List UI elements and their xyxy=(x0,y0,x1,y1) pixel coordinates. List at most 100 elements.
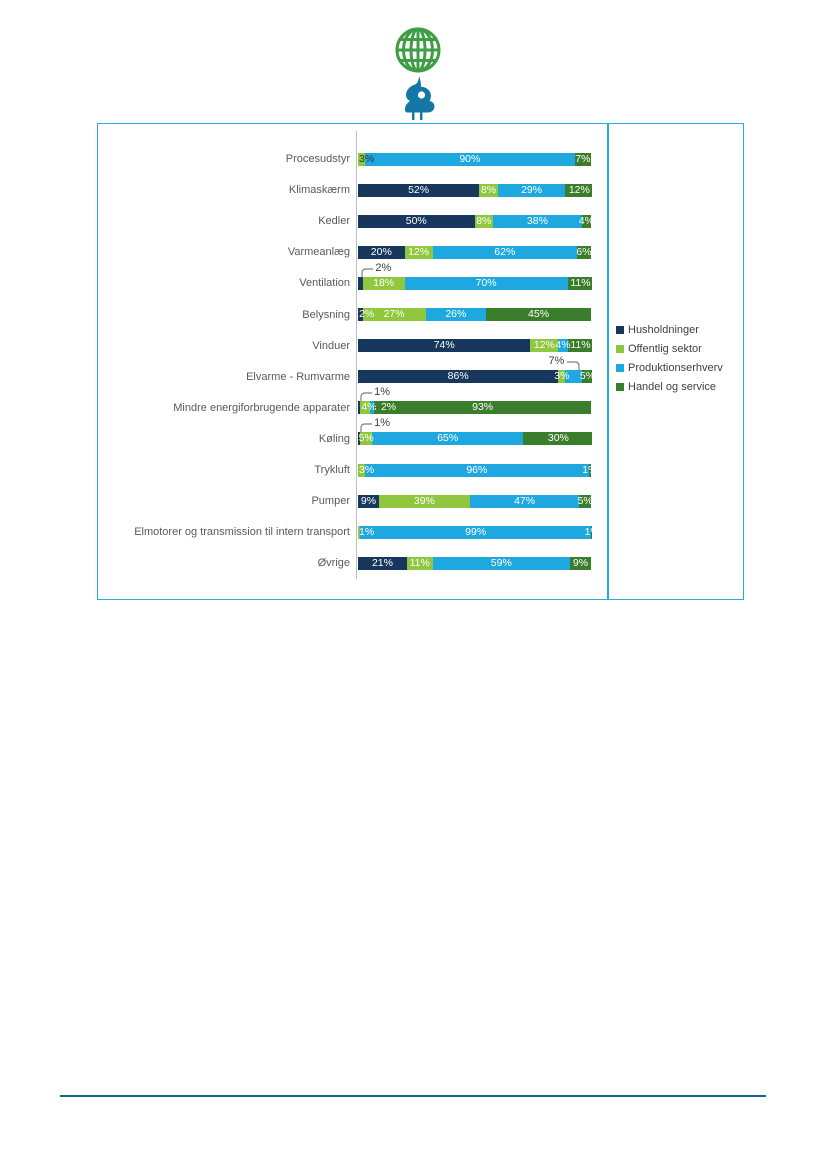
bar-value-label: 8% xyxy=(476,214,492,227)
callout-value-label: 1% xyxy=(374,386,391,399)
category-label: Trykluft xyxy=(314,464,350,476)
bar-segment-offentlig-sektor xyxy=(358,463,365,477)
bar-segment-offentlig-sektor xyxy=(406,556,433,570)
category-label: Varmeanlæg xyxy=(287,246,350,259)
bar-value-label: 4% xyxy=(361,401,377,414)
bar-value-label: 21% xyxy=(371,556,393,569)
legend-divider xyxy=(607,124,609,599)
bar-value-label: 86% xyxy=(447,370,469,383)
bar-segment-produktionserhverv xyxy=(493,214,582,228)
bar-value-label: 20% xyxy=(370,245,392,258)
bar-value-label: 4% xyxy=(555,339,571,352)
callout-value-label: 1% xyxy=(374,417,391,430)
bar-segment-handel-og-service xyxy=(567,339,592,353)
legend-label: Produktionserhverv xyxy=(628,361,723,374)
bar-value-label: 74% xyxy=(433,339,455,352)
bar-value-label: 99% xyxy=(465,525,487,538)
bar-segment-produktionserhverv xyxy=(364,152,575,166)
bar-value-label: 1% xyxy=(582,463,592,476)
bar-segment-offentlig-sektor xyxy=(362,276,405,290)
bar-value-label: 18% xyxy=(373,276,395,289)
bar-segment-offentlig-sektor xyxy=(360,432,372,446)
bar-value-label: 12% xyxy=(568,183,590,196)
bar-segment-produktionserhverv xyxy=(404,276,568,290)
legend-item: Produktionserhverv xyxy=(616,361,741,374)
callout-leader-line xyxy=(360,423,373,433)
bar-value-label: 65% xyxy=(437,432,459,445)
bar-segment-offentlig-sektor xyxy=(358,152,365,166)
bar-value-label: 11% xyxy=(570,276,591,289)
bar-segment-handel-og-service xyxy=(588,463,591,477)
bar-segment-offentlig-sektor xyxy=(530,339,559,353)
bar-value-label: 50% xyxy=(405,214,427,227)
bar-segment-offentlig-sektor xyxy=(479,183,498,197)
category-label: Klimaskærm xyxy=(288,184,350,197)
bar-segment-handel-og-service xyxy=(581,214,591,228)
bar-segment-produktionserhverv xyxy=(369,401,375,415)
bar-value-label: 52% xyxy=(408,183,430,196)
bar-segment-produktionserhverv xyxy=(425,308,487,321)
callout-leader-line xyxy=(361,268,374,278)
bar-segment-offentlig-sektor xyxy=(378,494,470,508)
category-label: Procesudstyr xyxy=(285,153,350,165)
bar-segment-husholdninger xyxy=(358,214,475,228)
plot-area: 3% 90% 7% 52% 8% 29% 12% 50% 8% 38% 4% 20% 12% 62% 6% 1… xyxy=(358,124,592,599)
bar-value-label: 1% xyxy=(584,525,592,538)
category-axis: Procesudstyr Klimaskærm Kedler Varmeanlæg Ve… xyxy=(98,124,350,599)
category-label: Pumper xyxy=(311,495,350,508)
legend-label: Husholdninger xyxy=(628,323,699,336)
chart-frame: Procesudstyr Klimaskærm Kedler Varmeanlæg Ve… xyxy=(97,123,744,600)
bar-value-label: 8% xyxy=(480,183,497,196)
legend-item: Husholdninger xyxy=(616,323,741,336)
legend-swatch xyxy=(616,325,624,334)
bar-value-label: 7% xyxy=(575,152,591,165)
bar-value-label: 59% xyxy=(490,556,512,569)
bar-segment-husholdninger xyxy=(358,276,363,290)
bar-segment-husholdninger xyxy=(358,432,361,446)
bar-segment-offentlig-sektor xyxy=(358,525,361,539)
bar-segment-husholdninger xyxy=(358,370,559,384)
bar-segment-produktionserhverv xyxy=(360,525,591,539)
category-label: Elvarme - Rumvarme xyxy=(246,370,350,383)
category-label: Mindre energiforbrugende apparater xyxy=(173,401,350,414)
bar-segment-produktionserhverv xyxy=(432,556,571,570)
callout-leader-dash xyxy=(373,406,380,409)
callout-value-label: 2% xyxy=(375,261,392,274)
bar-value-label: 11% xyxy=(570,339,591,352)
category-label: Elmotorer og transmission til intern tra… xyxy=(134,526,350,539)
legend-swatch xyxy=(616,363,624,372)
bar-value-label: 26% xyxy=(445,308,467,320)
bar-segment-husholdninger xyxy=(358,401,361,415)
bar-segment-husholdninger xyxy=(358,183,480,197)
bar-value-label: 5% xyxy=(579,370,592,383)
category-label: Vinduer xyxy=(312,339,350,352)
footer-rule xyxy=(60,1095,766,1097)
bar-segment-handel-og-service xyxy=(565,183,592,197)
bar-value-label: 6% xyxy=(576,245,592,258)
bar-value-label: 9% xyxy=(360,494,377,507)
bar-value-label: 30% xyxy=(547,432,569,445)
bar-value-label: 12% xyxy=(408,245,430,258)
bar-value-label: 4% xyxy=(578,214,592,227)
bar-segment-handel-og-service xyxy=(523,432,592,446)
bar-value-label: 29% xyxy=(521,183,543,196)
bar-value-label: 70% xyxy=(475,276,497,289)
chart-legend: Husholdninger Offentlig sektor Produktions… xyxy=(616,323,741,399)
bar-value-label: 2% xyxy=(359,308,375,320)
bar-segment-handel-og-service xyxy=(486,308,591,321)
callout-leader-line xyxy=(360,392,373,402)
bar-value-label: 27% xyxy=(383,308,405,320)
callout-leader-line xyxy=(567,361,580,371)
bar-segment-handel-og-service xyxy=(581,370,592,384)
category-label: Kedler xyxy=(318,215,350,228)
bar-segment-handel-og-service xyxy=(567,276,592,290)
bar-segment-husholdninger xyxy=(358,308,363,321)
bar-segment-handel-og-service xyxy=(579,494,591,508)
globe-icon xyxy=(395,27,441,73)
bar-segment-produktionserhverv xyxy=(371,432,524,446)
bar-value-label: 93% xyxy=(472,401,494,414)
bar-segment-husholdninger xyxy=(358,339,531,353)
bar-segment-produktionserhverv xyxy=(469,494,580,508)
bar-segment-produktionserhverv xyxy=(565,370,582,384)
